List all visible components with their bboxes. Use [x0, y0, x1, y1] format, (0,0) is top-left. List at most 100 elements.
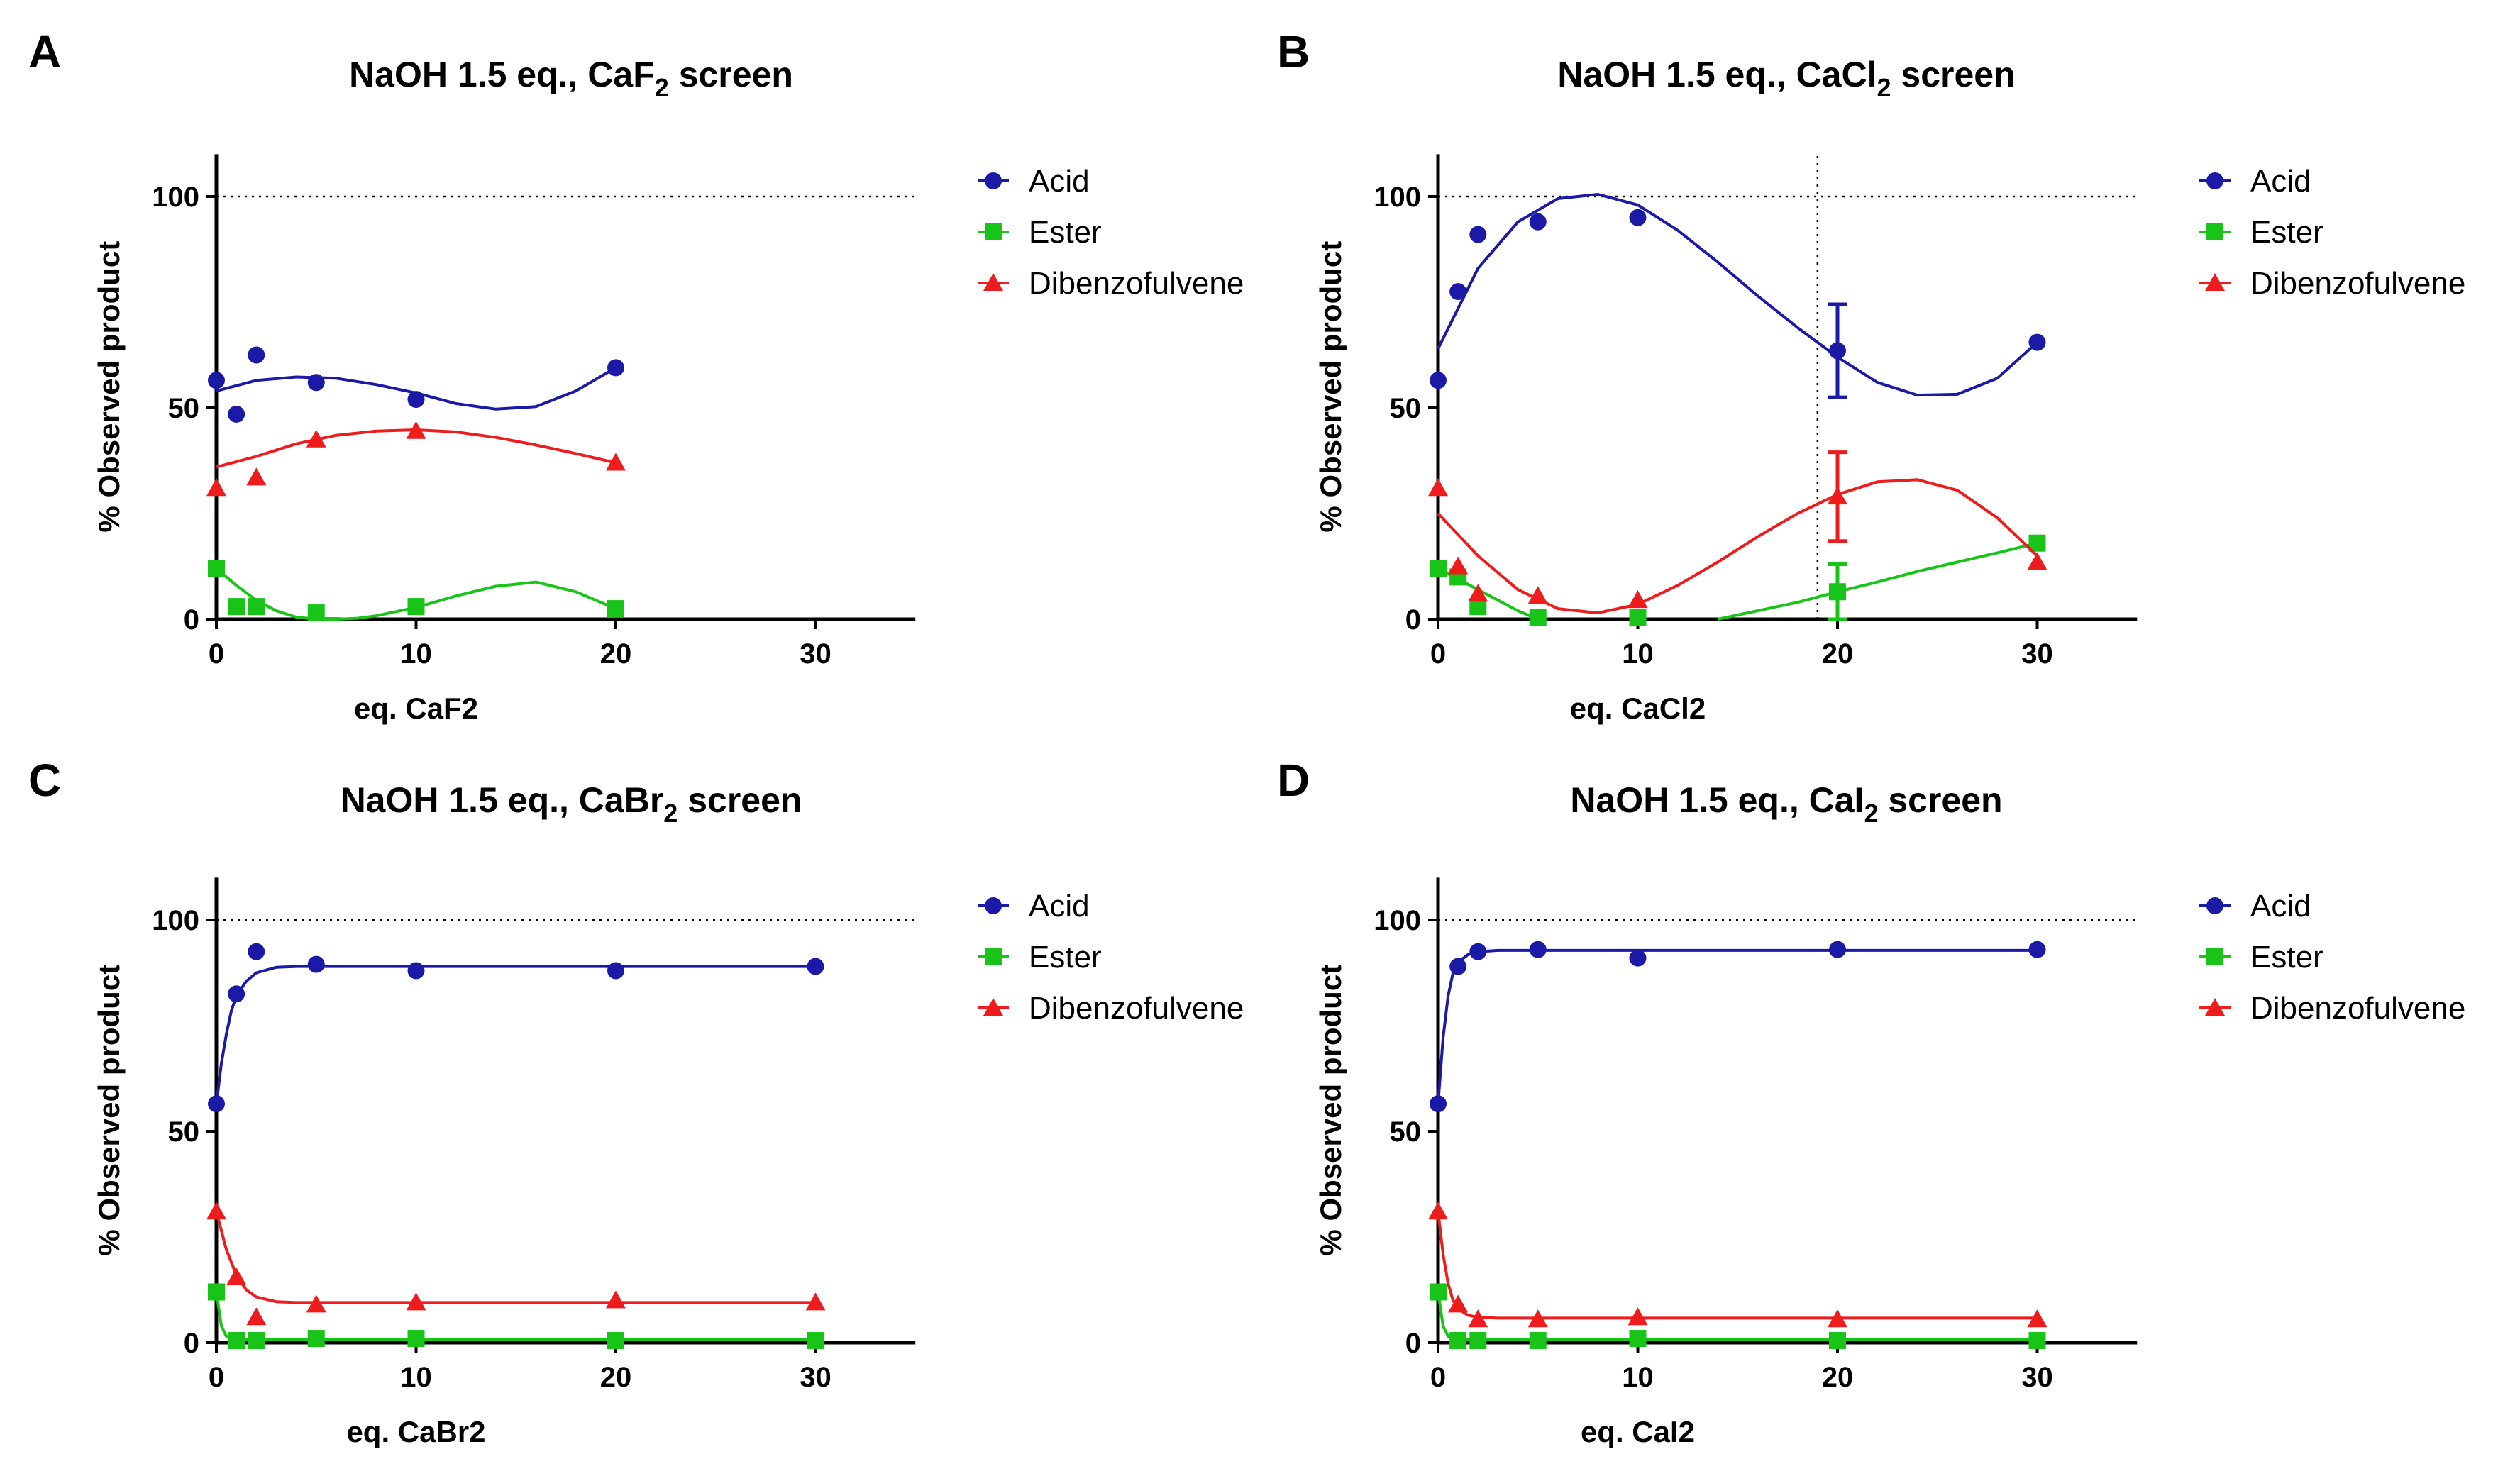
- y-tick-label: 50: [1390, 393, 1422, 424]
- data-point-dibenzofulvene: [2027, 552, 2048, 570]
- data-point-dibenzofulvene: [1527, 586, 1548, 604]
- data-point-acid: [307, 955, 325, 973]
- chart-title: NaOH 1.5 eq., CaI2 screen: [1570, 780, 2002, 828]
- y-tick-label: 100: [152, 182, 199, 213]
- y-tick-label: 0: [184, 604, 199, 636]
- data-point-dibenzofulvene: [1527, 1309, 1548, 1328]
- title-tail: screen: [678, 780, 802, 820]
- panel-letter: B: [1277, 26, 1310, 77]
- x-tick-label: 10: [1622, 638, 1654, 670]
- data-point-acid: [2028, 941, 2046, 958]
- x-tick-label: 30: [2021, 1362, 2053, 1393]
- y-tick-label: 100: [152, 905, 199, 936]
- fit-curve-acid: [215, 965, 816, 1104]
- data-point-ester: [1529, 609, 1547, 626]
- data-point-dibenzofulvene: [206, 1202, 226, 1220]
- y-tick-label: 50: [168, 1116, 200, 1148]
- data-point-dibenzofulvene: [1628, 1307, 1648, 1326]
- fit-curve-ester: [1437, 1292, 2038, 1341]
- data-point-acid: [228, 405, 245, 423]
- data-point-dibenzofulvene: [1468, 1309, 1488, 1328]
- x-tick-label: 0: [1430, 638, 1446, 670]
- data-point-ester: [1629, 1330, 1647, 1348]
- chart-panel-A: A NaOH 1.5 eq., CaF2 screen 0 10 20 30 0 50 100 e…: [28, 26, 1244, 725]
- data-point-acid: [1529, 213, 1547, 231]
- data-point-ester: [1469, 1332, 1487, 1350]
- chart-panel-B: B NaOH 1.5 eq., CaCl2 screen 0 10 20 30 0 50 100…: [1277, 26, 2465, 725]
- fit-curve-acid: [1437, 193, 2038, 397]
- panel-letter: C: [28, 755, 61, 806]
- data-point-acid: [248, 346, 265, 364]
- legend-marker: [985, 897, 1002, 914]
- data-point-ester: [208, 1283, 225, 1301]
- legend-marker: [983, 998, 1003, 1016]
- legend-label-dibenzofulvene: Dibenzofulvene: [2250, 991, 2465, 1026]
- title-tail: screen: [1891, 55, 2016, 94]
- legend-label-dibenzofulvene: Dibenzofulvene: [2250, 266, 2465, 301]
- legend-marker: [985, 948, 1002, 965]
- data-point-acid: [807, 958, 824, 975]
- data-point-dibenzofulvene: [1628, 590, 1648, 609]
- x-axis-label: eq. CaF2: [354, 692, 478, 725]
- data-point-acid: [1469, 943, 1487, 960]
- chart-title: NaOH 1.5 eq., CaBr2 screen: [341, 780, 802, 828]
- data-point-dibenzofulvene: [805, 1292, 826, 1311]
- data-point-dibenzofulvene: [1468, 584, 1488, 602]
- chart-panel-D: D NaOH 1.5 eq., CaI2 screen 0 10 20 30 0 50 100 e…: [1277, 755, 2465, 1448]
- legend-marker: [985, 223, 1002, 240]
- legend-label-dibenzofulvene: Dibenzofulvene: [1029, 266, 1244, 301]
- legend-marker: [983, 273, 1003, 291]
- x-tick-label: 10: [400, 638, 432, 670]
- data-point-dibenzofulvene: [1448, 1294, 1469, 1313]
- fit-curve-acid: [1437, 948, 2038, 1104]
- x-tick-label: 30: [800, 638, 831, 670]
- data-point-ester: [2028, 1332, 2046, 1350]
- data-point-acid: [1829, 342, 1846, 360]
- title-subscript: 2: [663, 799, 678, 828]
- y-axis-label: % Observed product: [92, 241, 126, 533]
- legend-marker: [2206, 172, 2223, 189]
- legend-marker: [2205, 998, 2225, 1016]
- fit-curve-ester: [1717, 541, 2038, 621]
- data-point-dibenzofulvene: [1828, 1309, 1847, 1328]
- data-point-acid: [1430, 1095, 1447, 1113]
- x-tick-label: 0: [209, 1362, 224, 1393]
- data-point-acid: [208, 372, 225, 389]
- legend-label-ester: Ester: [1029, 215, 1102, 250]
- y-axis-label: % Observed product: [92, 965, 126, 1256]
- x-axis-label: eq. CaI2: [1581, 1415, 1695, 1448]
- legend-label-ester: Ester: [2250, 215, 2323, 250]
- data-point-acid: [1469, 226, 1487, 243]
- data-point-ester: [407, 1330, 425, 1348]
- data-point-dibenzofulvene: [1428, 478, 1448, 497]
- data-point-dibenzofulvene: [606, 453, 626, 471]
- legend-label-ester: Ester: [1029, 940, 1102, 975]
- x-tick-label: 20: [600, 1362, 632, 1393]
- legend-label-acid: Acid: [2250, 164, 2311, 199]
- y-tick-label: 50: [168, 393, 200, 424]
- x-tick-label: 10: [1622, 1362, 1654, 1393]
- x-tick-label: 0: [1430, 1362, 1446, 1393]
- x-tick-label: 30: [2021, 638, 2053, 670]
- data-point-acid: [2028, 333, 2046, 351]
- data-point-ester: [1629, 609, 1647, 626]
- data-point-ester: [307, 604, 325, 622]
- data-point-acid: [607, 962, 624, 980]
- data-point-dibenzofulvene: [226, 1267, 247, 1285]
- title-tail: screen: [669, 55, 793, 94]
- legend-label-dibenzofulvene: Dibenzofulvene: [1029, 991, 1244, 1026]
- data-point-ester: [307, 1330, 325, 1348]
- data-point-acid: [407, 962, 425, 980]
- data-point-ester: [208, 560, 225, 577]
- title-subscript: 2: [655, 73, 669, 102]
- legend-marker: [2206, 948, 2223, 965]
- x-tick-label: 20: [1822, 1362, 1854, 1393]
- title-tail: screen: [1878, 780, 2002, 820]
- data-point-dibenzofulvene: [1828, 487, 1847, 505]
- data-point-ester: [1829, 1332, 1846, 1350]
- y-tick-label: 0: [1405, 1328, 1421, 1359]
- data-point-dibenzofulvene: [406, 1292, 426, 1311]
- data-point-dibenzofulvene: [1448, 556, 1469, 575]
- title-main: NaOH 1.5 eq., CaF: [349, 55, 655, 94]
- data-point-ester: [228, 1332, 245, 1350]
